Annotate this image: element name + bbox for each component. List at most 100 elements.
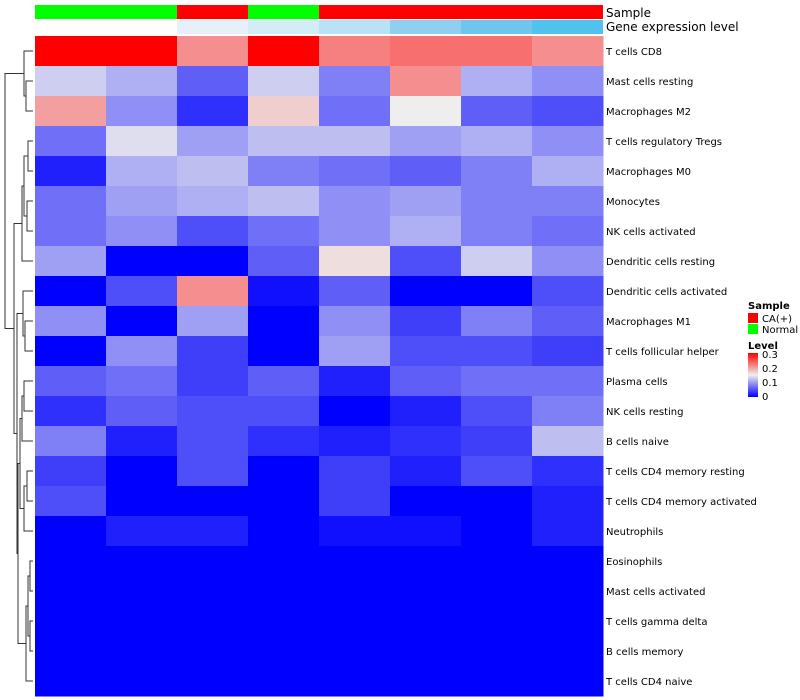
heatmap-cell (177, 546, 249, 577)
row-label: Macrophages M1 (606, 317, 691, 328)
heatmap-cell (390, 336, 462, 367)
row-label: Monocytes (606, 197, 660, 208)
heatmap-cell (532, 456, 604, 487)
heatmap-cell (319, 36, 391, 67)
heatmap-cell (461, 246, 533, 277)
heatmap-cell (177, 216, 249, 247)
row-label: Mast cells activated (606, 587, 705, 598)
heatmap-cell (461, 606, 533, 637)
level-colorbar (748, 353, 758, 397)
heatmap-cell (106, 276, 178, 307)
heatmap-cell (461, 666, 533, 697)
heatmap-cell (35, 366, 107, 397)
level-tick-0-3: 0.3 (762, 350, 778, 361)
sample-annotation-cell (390, 5, 461, 19)
heatmap-cell (248, 306, 320, 337)
heatmap-cell (461, 276, 533, 307)
heatmap-cell (35, 36, 107, 67)
heatmap-cell (177, 516, 249, 547)
row-label: B cells naive (606, 437, 669, 448)
sample-legend-title: Sample (748, 301, 790, 312)
heatmap-cell (532, 606, 604, 637)
heatmap-cell (248, 216, 320, 247)
heatmap-cell (319, 486, 391, 517)
heatmap-cell (248, 426, 320, 457)
heatmap-cell (248, 276, 320, 307)
heatmap-cell (461, 576, 533, 607)
row-label: T cells CD4 naive (605, 677, 692, 688)
heatmap-cell (319, 186, 391, 217)
heatmap-cell (319, 546, 391, 577)
dendrogram-branch (4, 73, 24, 329)
sample-legend: Sample CA(+) Normal (748, 301, 798, 336)
heatmap-cell (177, 576, 249, 607)
heatmap-cell (532, 36, 604, 67)
heatmap-cell (106, 366, 178, 397)
heatmap-cell (177, 36, 249, 67)
heatmap-cell (532, 546, 604, 577)
heatmap-cell (390, 246, 462, 277)
heatmap-cell (248, 186, 320, 217)
gene-expression-annotation-bar (35, 20, 603, 34)
heatmap-cell (248, 66, 320, 97)
heatmap-cell (319, 336, 391, 367)
dendrogram-branch (29, 620, 33, 652)
heatmap-cell (390, 666, 462, 697)
heatmap-cell (390, 366, 462, 397)
heatmap-cell (35, 306, 107, 337)
heatmap-cell (461, 636, 533, 667)
heatmap-cell (461, 96, 533, 127)
row-label: NK cells activated (606, 227, 696, 238)
dendrogram-branch (17, 463, 26, 644)
heatmap-cell (461, 216, 533, 247)
legend-label-normal: Normal (762, 325, 798, 336)
heatmap-cell (532, 306, 604, 337)
gene-expression-annotation-cell (532, 20, 603, 34)
heatmap-cell (35, 546, 107, 577)
row-label: Plasma cells (606, 377, 668, 388)
heatmap-cell (177, 276, 249, 307)
gene-expression-annotation-cell (106, 20, 177, 34)
heatmap-cell (532, 126, 604, 157)
heatmap-cell (319, 66, 391, 97)
dendrogram-branch (26, 470, 33, 502)
heatmap-cell (248, 576, 320, 607)
heatmap-cell (177, 396, 249, 427)
heatmap-cell (177, 66, 249, 97)
heatmap-cell (35, 606, 107, 637)
row-label: Macrophages M0 (606, 167, 691, 178)
heatmap-cell (106, 456, 178, 487)
heatmap-cell (35, 276, 107, 307)
row-labels: T cells CD8 Mast cells resting Macrophages… (605, 47, 757, 688)
heatmap-cell (35, 456, 107, 487)
heatmap-cell (390, 276, 462, 307)
dendrogram-branch (23, 380, 33, 412)
heatmap-cell (248, 666, 320, 697)
heatmap-cell (532, 636, 604, 667)
sample-annotation-cell (319, 5, 390, 19)
heatmap-cell (319, 666, 391, 697)
heatmap-cell (390, 456, 462, 487)
heatmap-cell (532, 366, 604, 397)
heatmap-cell (461, 366, 533, 397)
heatmap-cell (35, 576, 107, 607)
heatmap-cell (461, 546, 533, 577)
level-tick-0-2: 0.2 (762, 364, 778, 375)
row-dendrogram (4, 50, 33, 682)
gene-expression-annotation-cell (248, 20, 319, 34)
heatmap-cell (177, 96, 249, 127)
heatmap-cell (390, 156, 462, 187)
heatmap-cell (248, 246, 320, 277)
heatmap-cell (106, 516, 178, 547)
heatmap-cell (532, 486, 604, 517)
row-label: Dendritic cells resting (606, 257, 715, 268)
heatmap-cell (248, 456, 320, 487)
heatmap-cell (532, 66, 604, 97)
heatmap-cell (177, 366, 249, 397)
heatmap-cell (177, 156, 249, 187)
level-legend-title: Level (748, 341, 778, 352)
heatmap-cell (319, 276, 391, 307)
heatmap-cell (532, 276, 604, 307)
heatmap-cell (461, 396, 533, 427)
row-label: T cells gamma delta (605, 617, 707, 628)
